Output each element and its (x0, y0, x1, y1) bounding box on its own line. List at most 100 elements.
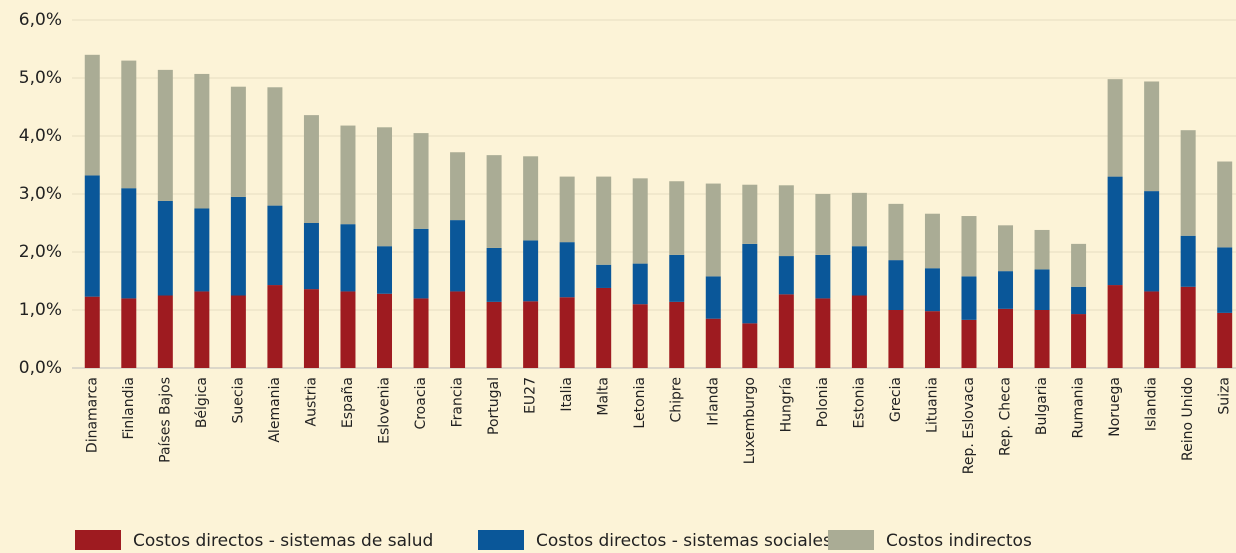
x-tick-label: Rumania (1071, 377, 1087, 439)
x-tick-label: Hungría (778, 377, 794, 432)
bar-segment (888, 260, 904, 310)
x-tick-label: España (340, 377, 356, 428)
bar-segment (742, 184, 758, 244)
bar-segment (303, 289, 319, 368)
legend-label: Costos directos - sistemas de salud (133, 531, 433, 551)
bar-segment (340, 291, 356, 368)
bar-segment (924, 311, 940, 368)
bar-segment (559, 176, 575, 243)
x-tick-label: Rep. Checa (998, 377, 1014, 456)
x-tick-label: Bulgaria (1034, 377, 1050, 435)
bar-segment (1180, 235, 1196, 287)
bar-segment (413, 133, 429, 229)
bar-segment (742, 243, 758, 324)
bar-segment (815, 298, 831, 368)
y-tick-label: 6,0% (19, 10, 62, 30)
x-tick-label: Bélgica (194, 377, 210, 428)
bar-segment (742, 323, 758, 368)
bar-segment (778, 294, 794, 368)
bar-segment (1034, 310, 1050, 368)
bar-segment (84, 175, 100, 297)
bar-segment (1071, 286, 1087, 315)
x-tick-label: Alemania (267, 377, 283, 443)
y-tick-label: 4,0% (19, 126, 62, 146)
bar-segment (303, 223, 319, 290)
bar-segment (669, 254, 685, 302)
bar-segment (267, 205, 283, 286)
bar-segment (486, 301, 502, 368)
bar-segment (559, 297, 575, 368)
bar-segment (523, 240, 539, 302)
x-tick-label: Grecia (888, 377, 904, 422)
bar-segment (194, 208, 210, 292)
bar-segment (121, 298, 137, 368)
bar-segment (194, 73, 210, 209)
bar-segment (1217, 247, 1233, 313)
bar-segment (669, 301, 685, 368)
bar-segment (157, 295, 173, 368)
bar-segment (413, 298, 429, 368)
x-tick-label: Noruega (1107, 377, 1123, 437)
bar-segment (1217, 161, 1233, 248)
bar-segment (888, 203, 904, 261)
legend-swatch (478, 530, 524, 550)
bar-segment (303, 115, 319, 223)
bar-segment (1144, 191, 1160, 292)
x-tick-label: Luxemburgo (742, 377, 758, 464)
bar-segment (157, 200, 173, 296)
x-tick-label: Suiza (1217, 377, 1233, 415)
bar-segment (1217, 312, 1233, 368)
bar-segment (121, 188, 137, 299)
x-tick-label: Letonia (632, 377, 648, 429)
bar-segment (998, 225, 1014, 272)
x-tick-label: Chipre (669, 377, 685, 423)
bar-segment (450, 291, 466, 368)
bar-segment (1180, 286, 1196, 368)
bar-segment (961, 319, 977, 368)
bar-segment (888, 310, 904, 368)
bar-segment (1107, 79, 1123, 177)
bar-segment (778, 185, 794, 257)
x-tick-label: Polonia (815, 377, 831, 427)
bar-segment (632, 178, 648, 264)
bar-segment (778, 256, 794, 295)
x-tick-label: Portugal (486, 377, 502, 435)
y-tick-label: 0,0% (19, 358, 62, 378)
bar-segment (851, 295, 867, 368)
bar-segment (377, 127, 393, 247)
bar-segment (486, 155, 502, 248)
x-tick-label: Malta (596, 377, 612, 416)
bar-segment (340, 224, 356, 292)
bar-segment (705, 276, 721, 319)
bar-segment (1071, 314, 1087, 368)
legend-swatch (828, 530, 874, 550)
x-tick-label: Lituania (924, 377, 940, 433)
bar-segment (377, 246, 393, 294)
bar-segment (998, 271, 1014, 309)
bar-segment (230, 295, 246, 368)
y-tick-label: 1,0% (19, 300, 62, 320)
bar-segment (851, 192, 867, 247)
bar-segment (1034, 269, 1050, 310)
x-tick-label: EU27 (523, 377, 539, 414)
bar-segment (486, 247, 502, 302)
x-tick-label: Italia (559, 377, 575, 412)
bar-segment (450, 220, 466, 292)
bar-segment (230, 196, 246, 296)
bar-segment (998, 308, 1014, 368)
x-tick-label: Reino Unido (1180, 377, 1196, 461)
bar-segment (1107, 176, 1123, 286)
bar-segment (194, 291, 210, 368)
bar-segment (632, 263, 648, 305)
x-tick-label: Países Bajos (157, 377, 173, 463)
bar-segment (815, 254, 831, 299)
bar-segment (596, 287, 612, 368)
bar-segment (84, 54, 100, 176)
x-tick-label: Suecia (230, 377, 246, 424)
bar-segment (230, 86, 246, 197)
x-tick-label: Croacia (413, 377, 429, 430)
bar-segment (1144, 291, 1160, 368)
bar-segment (121, 60, 137, 189)
bar-segment (559, 242, 575, 298)
